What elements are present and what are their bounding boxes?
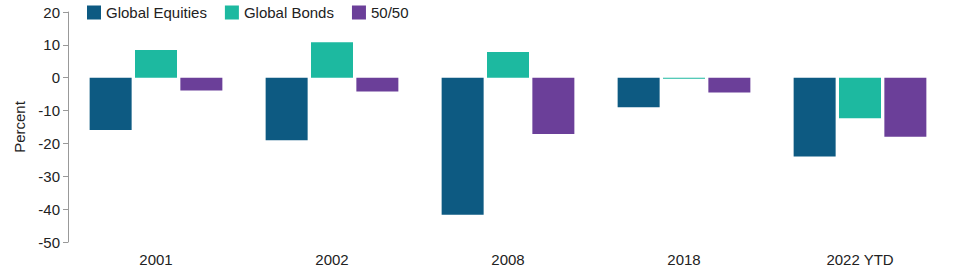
svg-text:0: 0 (52, 69, 60, 86)
svg-text:20: 20 (43, 4, 60, 21)
svg-text:50/50: 50/50 (371, 4, 409, 21)
svg-text:Global Equities: Global Equities (106, 4, 207, 21)
svg-text:Percent: Percent (11, 100, 28, 153)
svg-text:-10: -10 (38, 102, 60, 119)
svg-text:2002: 2002 (315, 251, 348, 268)
svg-text:-50: -50 (38, 234, 60, 251)
svg-text:2008: 2008 (491, 251, 524, 268)
svg-text:10: 10 (43, 36, 60, 53)
svg-text:-30: -30 (38, 168, 60, 185)
svg-text:-20: -20 (38, 135, 60, 152)
svg-text:-40: -40 (38, 201, 60, 218)
svg-text:Global Bonds: Global Bonds (244, 4, 334, 21)
svg-text:2018: 2018 (667, 251, 700, 268)
svg-text:2001: 2001 (139, 251, 172, 268)
svg-text:2022 YTD: 2022 YTD (826, 251, 893, 268)
